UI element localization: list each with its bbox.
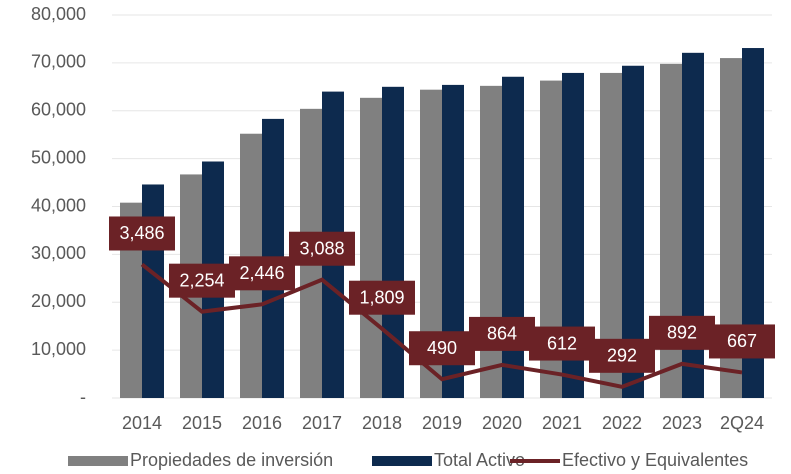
- data-label: 3,088: [299, 238, 344, 258]
- y-tick-label: 30,000: [31, 243, 86, 263]
- data-label-box: [709, 324, 775, 359]
- data-label-box: [589, 338, 655, 373]
- bar: [742, 48, 764, 398]
- y-tick-label: 40,000: [31, 195, 86, 215]
- data-label-box: [529, 326, 595, 361]
- y-tick-label: 50,000: [31, 147, 86, 167]
- data-label: 490: [427, 338, 457, 358]
- bar: [562, 72, 584, 399]
- data-label-box: [409, 331, 475, 366]
- bar: [720, 58, 742, 399]
- bar: [120, 202, 142, 398]
- data-label-box: [469, 316, 535, 351]
- data-label: 2,446: [239, 263, 284, 283]
- y-tick-label: 20,000: [31, 291, 86, 311]
- line: [140, 262, 743, 389]
- x-tick-label: 2015: [182, 413, 222, 433]
- data-label: 892: [667, 323, 697, 343]
- bar: [442, 84, 464, 399]
- bar: [660, 63, 682, 399]
- x-tick-label: 2019: [422, 413, 462, 433]
- legend-swatch: [68, 456, 128, 466]
- bar: [540, 80, 562, 399]
- data-label: 667: [727, 331, 757, 351]
- bar: [382, 86, 404, 398]
- x-tick-label: 2Q24: [720, 413, 764, 433]
- data-label: 292: [607, 346, 637, 366]
- x-tick-label: 2022: [602, 413, 642, 433]
- bar: [480, 85, 502, 398]
- data-label: 1,809: [359, 287, 404, 307]
- data-label: 864: [487, 324, 517, 344]
- legend-label: Propiedades de inversión: [130, 450, 333, 470]
- y-tick-label: 80,000: [31, 4, 86, 24]
- data-label-box: [649, 315, 715, 350]
- y-tick-label: 70,000: [31, 52, 86, 72]
- data-label: 3,486: [119, 223, 164, 243]
- data-label-box: [349, 280, 415, 315]
- bar: [360, 97, 382, 398]
- x-tick-label: 2023: [662, 413, 702, 433]
- x-tick-label: 2018: [362, 413, 402, 433]
- data-label-box: [109, 216, 175, 251]
- bar: [682, 52, 704, 398]
- x-tick-label: 2016: [242, 413, 282, 433]
- data-label-box: [229, 256, 295, 291]
- y-tick-label: 60,000: [31, 100, 86, 120]
- data-label: 612: [547, 333, 577, 353]
- data-label-box: [169, 263, 235, 298]
- bar: [600, 72, 622, 399]
- y-tick-label: 10,000: [31, 339, 86, 359]
- bar: [622, 65, 644, 398]
- x-tick-label: 2014: [122, 413, 162, 433]
- data-label-box: [289, 231, 355, 266]
- x-tick-label: 2020: [482, 413, 522, 433]
- x-tick-label: 2021: [542, 413, 582, 433]
- bar: [420, 89, 442, 398]
- legend-swatch: [372, 456, 432, 466]
- y-tick-label: -: [80, 387, 86, 407]
- x-tick-label: 2017: [302, 413, 342, 433]
- data-label: 2,254: [179, 270, 224, 290]
- legend-label: Efectivo y Equivalentes: [562, 450, 748, 470]
- legend-label: Total Activo: [434, 450, 525, 470]
